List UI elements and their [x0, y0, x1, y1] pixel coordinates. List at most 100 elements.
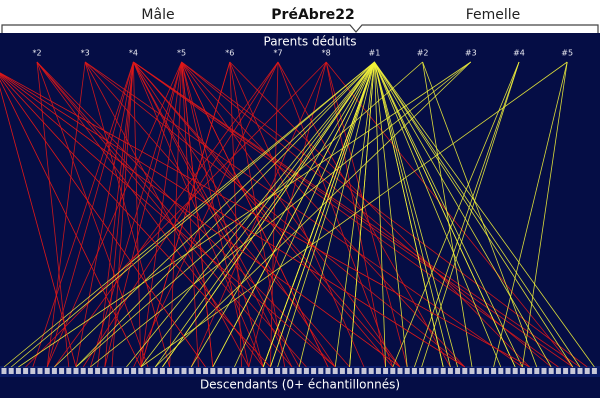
offspring-tick	[498, 368, 504, 374]
parent-link	[0, 74, 271, 368]
offspring-tick	[433, 368, 439, 374]
offspring-tick	[563, 368, 569, 374]
parent-link	[190, 61, 327, 368]
offspring-tick	[555, 368, 561, 374]
offspring-tick	[23, 368, 29, 374]
offspring-tick	[80, 368, 86, 374]
offspring-tick	[231, 368, 237, 374]
offspring-tick	[512, 368, 518, 374]
parent-label: *8	[322, 49, 331, 58]
parent-link	[75, 61, 375, 368]
offspring-tick	[246, 368, 252, 374]
offspring-tick	[455, 368, 461, 374]
parent-label: #1	[369, 49, 381, 58]
parent-link	[36, 61, 264, 368]
parent-link	[154, 61, 472, 368]
parent-link	[374, 61, 552, 368]
parent-link	[262, 61, 375, 368]
parent-link	[84, 61, 350, 368]
lines	[0, 61, 595, 368]
parent-link	[90, 61, 182, 368]
offspring-tick	[383, 368, 389, 374]
offspring-tick	[591, 368, 597, 374]
footer: Descendants (0+ échantillonnés)	[200, 378, 400, 392]
offspring-tick	[282, 368, 288, 374]
parent-label: *4	[129, 49, 138, 58]
offspring-tick	[145, 368, 151, 374]
offspring-tick	[296, 368, 302, 374]
parent-link	[0, 79, 142, 368]
parent-link	[90, 61, 472, 368]
bracket	[1, 24, 599, 33]
offspring-tick	[116, 368, 122, 374]
parent-link	[0, 73, 336, 368]
parent-link	[522, 61, 568, 368]
offspring-tick	[87, 368, 93, 374]
offspring-tick	[541, 368, 547, 374]
offspring-ticks	[1, 368, 597, 374]
offspring-tick	[368, 368, 374, 374]
parent-link	[374, 61, 523, 368]
title: PréAbre22	[271, 7, 354, 23]
offspring-tick	[30, 368, 36, 374]
parent-link	[349, 61, 375, 368]
offspring-tick	[8, 368, 14, 374]
offspring-tick	[203, 368, 209, 374]
parent-link	[154, 61, 375, 368]
parent-link	[374, 61, 581, 368]
offspring-tick	[159, 368, 165, 374]
offspring-tick	[239, 368, 245, 374]
offspring-tick	[73, 368, 79, 374]
parent-link	[414, 61, 520, 368]
parent-link	[97, 61, 134, 368]
parent-link	[422, 61, 473, 368]
parent-link	[36, 61, 70, 368]
parent-link	[46, 61, 134, 368]
parent-link	[392, 61, 520, 368]
parent-link	[374, 61, 516, 368]
parent-link	[270, 61, 375, 368]
offspring-tick	[469, 368, 475, 374]
offspring-tick	[483, 368, 489, 374]
parent-link	[374, 61, 595, 368]
parent-link	[277, 61, 375, 368]
offspring-tick	[534, 368, 540, 374]
offspring-tick	[174, 368, 180, 374]
parent-link	[104, 61, 134, 368]
parent-link	[140, 61, 568, 368]
offspring-tick	[411, 368, 417, 374]
female-label: Femelle	[466, 7, 521, 23]
offspring-tick	[426, 368, 432, 374]
parent-label: #4	[513, 49, 525, 58]
offspring-tick	[289, 368, 295, 374]
offspring-tick	[51, 368, 57, 374]
parent-link	[181, 61, 199, 368]
offspring-tick	[570, 368, 576, 374]
parent-link	[298, 61, 375, 368]
parent-link	[133, 61, 394, 368]
parent-link	[277, 61, 394, 368]
offspring-tick	[109, 368, 115, 374]
parent-link	[36, 61, 149, 368]
parent-label: *5	[177, 49, 186, 58]
parent-link	[140, 61, 231, 368]
offspring-tick	[44, 368, 50, 374]
parent-link	[46, 61, 182, 368]
offspring-tick	[260, 368, 266, 374]
offspring-tick	[267, 368, 273, 374]
offspring-tick	[577, 368, 583, 374]
offspring-tick	[303, 368, 309, 374]
parent-link	[0, 86, 77, 368]
offspring-tick	[404, 368, 410, 374]
parent-link	[54, 61, 279, 368]
parent-link	[0, 72, 530, 368]
offspring-tick	[152, 368, 158, 374]
parent-link	[133, 61, 574, 368]
parent-link	[140, 61, 375, 368]
parent-link	[18, 61, 472, 368]
offspring-tick	[217, 368, 223, 374]
offspring-tick	[275, 368, 281, 374]
offspring-tick	[167, 368, 173, 374]
offspring-tick	[1, 368, 7, 374]
offspring-tick	[188, 368, 194, 374]
